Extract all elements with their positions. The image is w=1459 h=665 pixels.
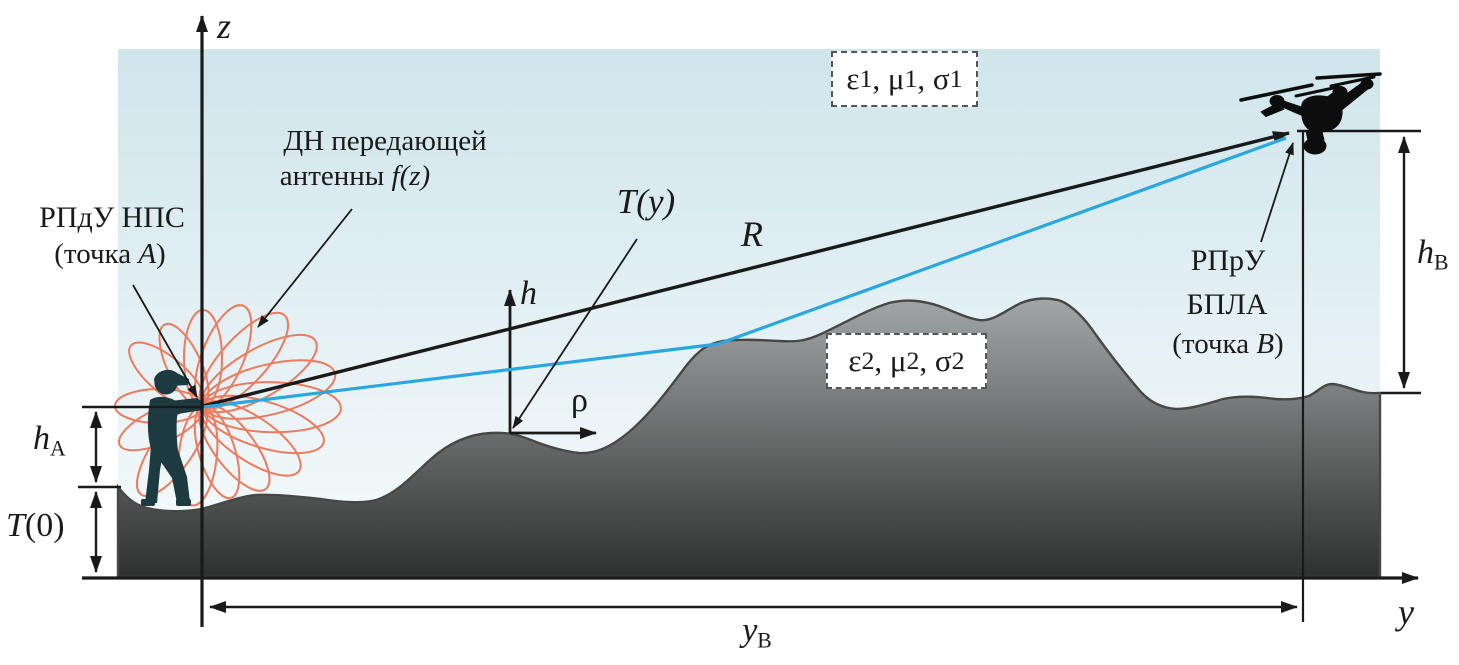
terrain-function-leader-arrow	[512, 238, 638, 429]
receiver-label-line1: РПрУ	[1190, 244, 1266, 277]
receiver-label-line3: (точка B)	[1172, 328, 1284, 360]
transmitter-label-line1: РПдУ НПС	[39, 201, 185, 234]
antenna-pattern-leader-arrow	[257, 208, 353, 328]
transmitter-leader-arrow	[132, 284, 198, 398]
receiver-label-line2: БПЛА	[1186, 288, 1268, 321]
y-b-label: yB	[742, 612, 772, 653]
terrain-origin-label: T(0)	[6, 507, 65, 544]
diffracted-ray-line	[203, 136, 1287, 409]
z-axis-label: z	[217, 6, 232, 46]
transmitter-label-line2: (точка A)	[54, 238, 166, 270]
drone-icon	[1239, 72, 1382, 155]
distance-r-label: R	[741, 214, 763, 254]
terrain-profile	[116, 297, 1382, 579]
terrain-function-label: T(y)	[616, 182, 676, 221]
rho-axis-label: ρ	[571, 382, 588, 419]
antenna-pattern-label-line1: ДН передающей	[283, 125, 487, 157]
receiver-leader-arrow	[1260, 142, 1294, 243]
person-icon	[141, 369, 204, 506]
antenna-pattern-label-line2: антенны f(z)	[279, 160, 431, 192]
direct-ray-line	[202, 131, 1290, 408]
height-a-label: hA	[33, 420, 66, 461]
y-axis-label: y	[1398, 592, 1414, 632]
height-b-label: hB	[1417, 234, 1449, 275]
h-axis-label: h	[520, 275, 537, 312]
